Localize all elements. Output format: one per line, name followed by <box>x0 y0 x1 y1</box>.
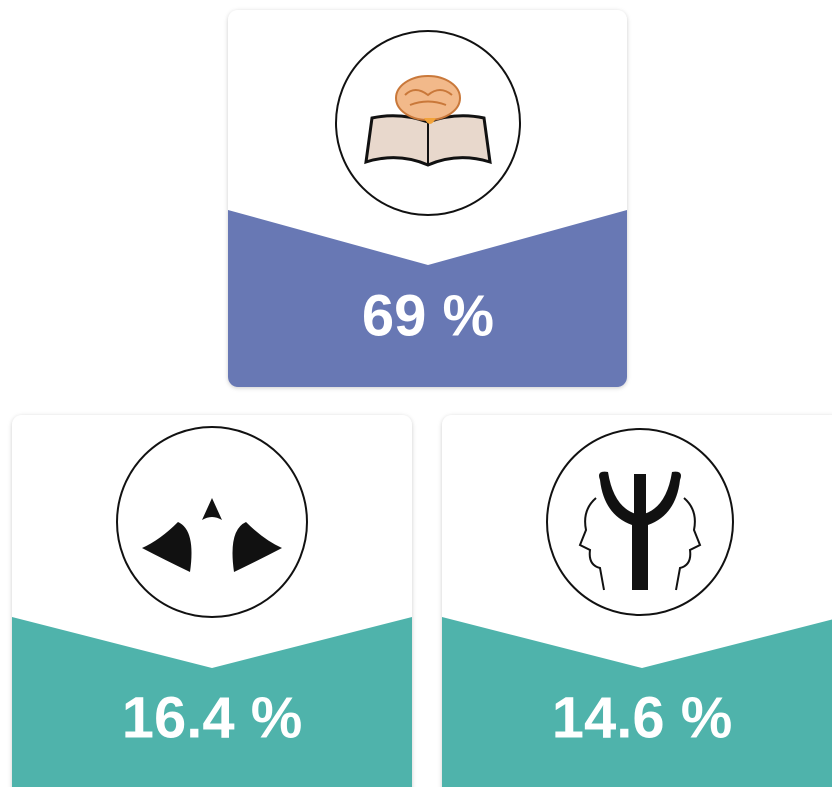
page: 69 % 16.4 % 14.6 % (() => { const data =… <box>0 0 832 787</box>
card: 14.6 % <box>442 415 832 787</box>
card: 16.4 % <box>12 415 412 787</box>
percentage: 16.4 % <box>122 685 303 750</box>
card: 69 % <box>228 10 627 387</box>
percentage: 69 % <box>362 283 494 348</box>
icon-circle <box>117 427 307 617</box>
infographic: 69 % 16.4 % 14.6 % <box>0 0 832 787</box>
percentage: 14.6 % <box>552 685 733 750</box>
